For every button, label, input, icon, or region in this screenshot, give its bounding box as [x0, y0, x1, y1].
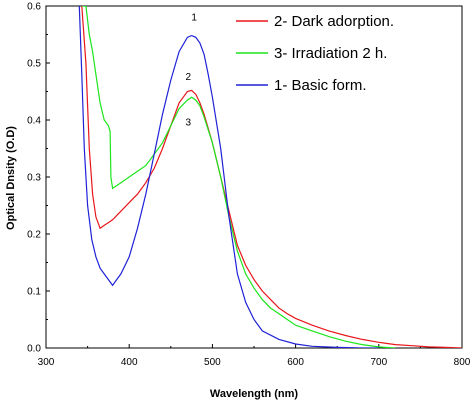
y-tick-label: 0.5	[27, 59, 41, 70]
legend-entry: 2- Dark adorption.	[274, 13, 394, 30]
legend-entry: 1- Basic form.	[274, 77, 367, 94]
curve-label-3: 3	[185, 118, 191, 129]
x-tick-label: 300	[38, 357, 55, 368]
legend: 2- Dark adorption. 3- Irradiation 2 h. 1- …	[236, 13, 394, 94]
series-layer	[78, 6, 462, 348]
x-axis-title: Wavelength (nm)	[210, 388, 299, 400]
y-tick-label: 0.3	[27, 173, 41, 184]
y-tick-label: 0.1	[27, 287, 41, 298]
x-tick-label: 600	[287, 357, 304, 368]
y-tick-label: 0.0	[27, 344, 41, 355]
y-tick-label: 0.2	[27, 230, 41, 241]
plot-border	[45, 5, 463, 349]
ticks: 300 400 500 600 700 800 0.0 0.1 0.2 0.3 0.4 0.5 0.6	[27, 2, 471, 369]
x-tick-label: 400	[121, 357, 138, 368]
x-tick-label: 800	[454, 357, 471, 368]
series-line-2	[81, 6, 462, 348]
y-tick-label: 0.4	[27, 116, 41, 127]
series-line-1	[78, 6, 379, 348]
x-tick-label: 700	[370, 357, 387, 368]
curve-label-1: 1	[191, 12, 197, 23]
x-tick-label: 500	[204, 357, 221, 368]
annotations: 2 3 1	[185, 12, 197, 128]
y-axis-title: Optical Dnsity (O.D)	[5, 126, 17, 230]
plot-frame	[45, 5, 463, 349]
series-line-3	[81, 6, 396, 348]
legend-entry: 3- Irradiation 2 h.	[274, 45, 387, 62]
y-tick-label: 0.6	[27, 2, 41, 13]
curve-label-2: 2	[185, 72, 191, 83]
